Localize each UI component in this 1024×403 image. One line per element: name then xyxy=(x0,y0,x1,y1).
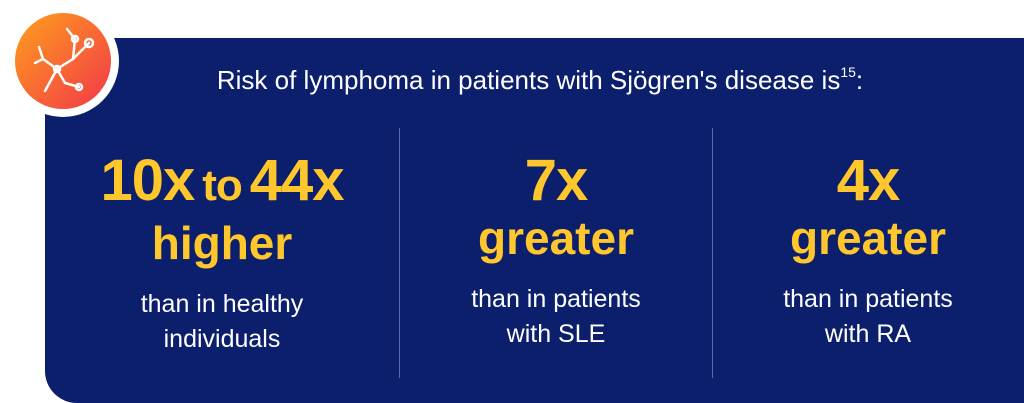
stat-value-part: 10x xyxy=(100,148,195,213)
description-line: than in healthy xyxy=(140,290,304,318)
heading-text: Risk of lymphoma in patients with Sjögre… xyxy=(216,65,841,95)
description-line: than in patients xyxy=(783,285,953,313)
stat-value-part: 44x xyxy=(249,148,345,213)
description-line: individuals xyxy=(163,325,281,353)
stat-qualifier: higher xyxy=(151,217,293,269)
heading: Risk of lymphoma in patients with Sjögre… xyxy=(95,64,985,96)
stat-column: 10x to 44x higher than in healthy individuals xyxy=(67,150,377,357)
stat-description: than in healthy individuals xyxy=(67,287,377,357)
icon xyxy=(7,5,119,117)
description-line: than in patients xyxy=(471,285,641,313)
stat-value: 7x xyxy=(401,150,711,212)
stat-value-part: 4x xyxy=(836,148,901,213)
stat-column: 7x greater than in patients with SLE xyxy=(401,150,711,352)
stat-value-part: 7x xyxy=(524,148,589,213)
description-line: with RA xyxy=(824,320,912,348)
stat-description: than in patients with RA xyxy=(713,282,1023,352)
stat-column: 4x greater than in patients with RA xyxy=(713,150,1023,352)
stat-card xyxy=(45,38,1024,403)
description-line: with SLE xyxy=(506,320,606,348)
stat-qualifier: greater xyxy=(790,212,946,264)
heading-suffix: : xyxy=(855,65,864,95)
stat-qualifier: greater xyxy=(478,212,634,264)
stat-value: 4x xyxy=(713,150,1023,212)
reference: 15 xyxy=(840,64,856,80)
divider xyxy=(399,128,400,378)
divider xyxy=(712,128,713,378)
stat-description: than in patients with SLE xyxy=(401,282,711,352)
stat-value-part: to xyxy=(202,161,243,210)
stat-value: 10x to 44x xyxy=(67,150,377,217)
